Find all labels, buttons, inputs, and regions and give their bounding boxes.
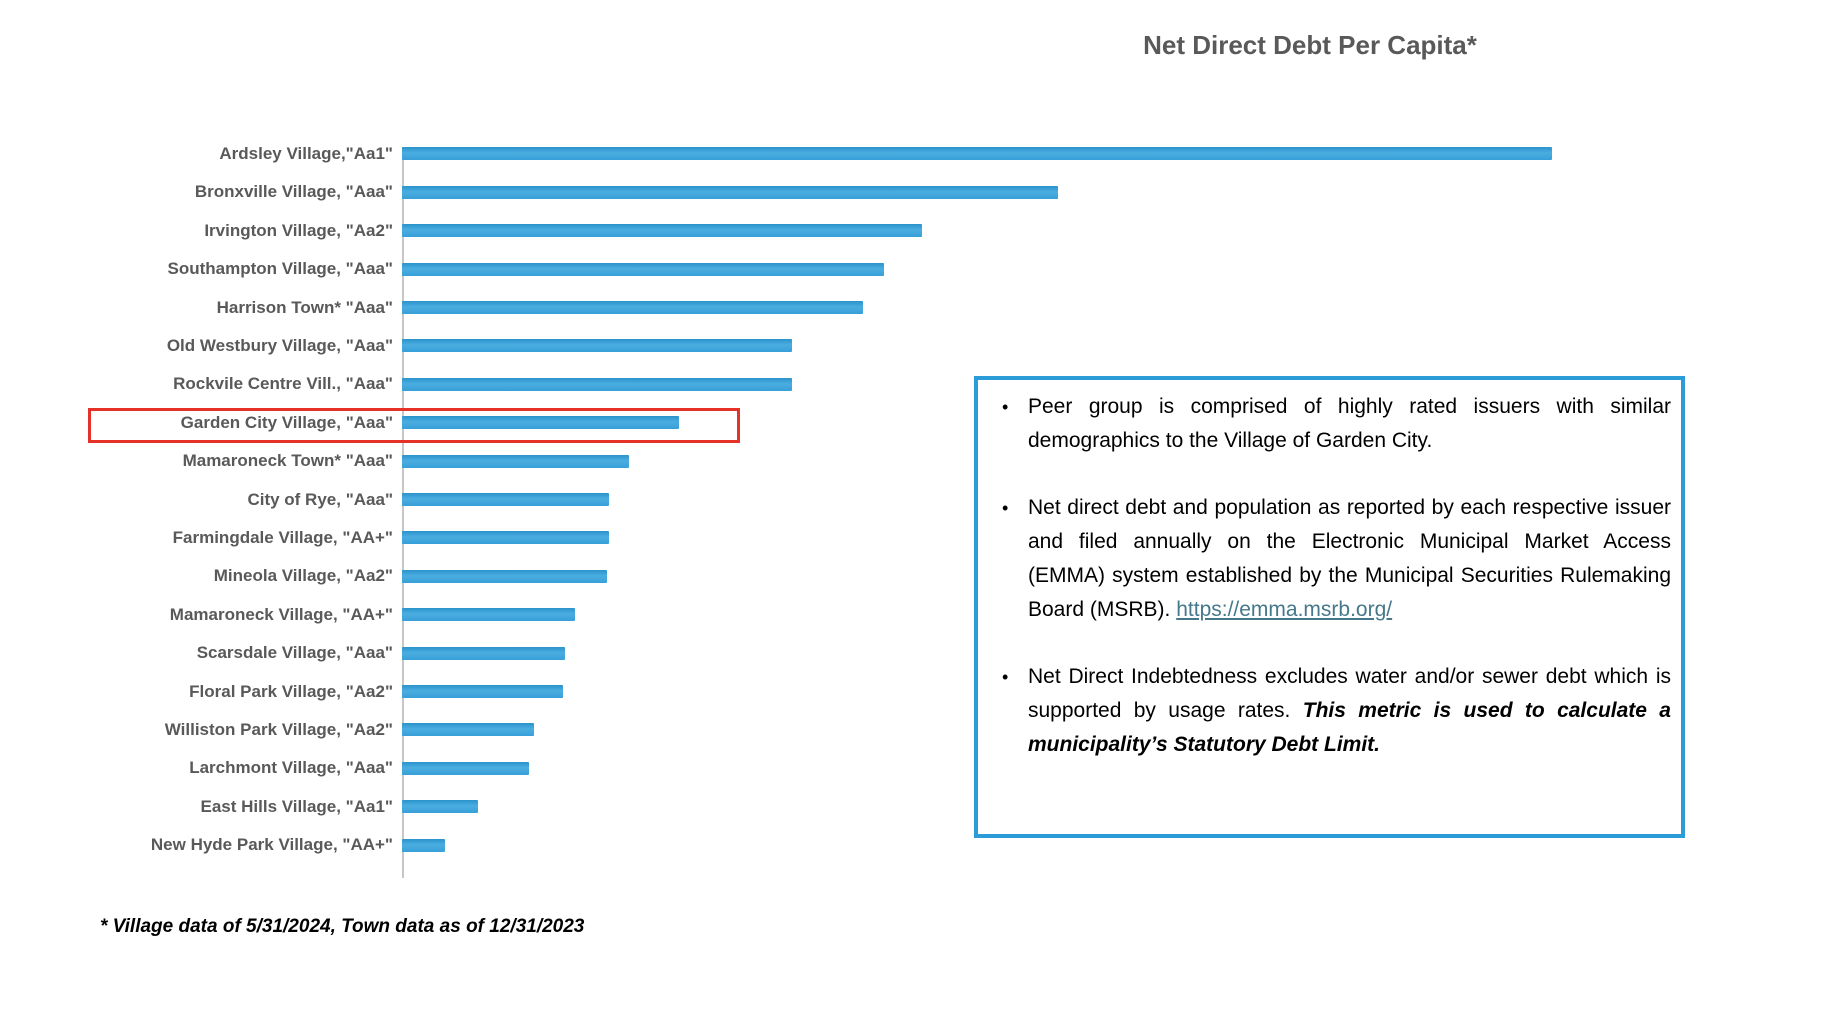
info-bullet-text: Peer group is comprised of highly rated … [1028,395,1671,452]
emma-msrb-link[interactable]: https://emma.msrb.org/ [1176,598,1393,621]
axis-line [402,147,404,878]
bar-row: Harrison Town* "Aaa" [0,288,1836,326]
info-bullet: • Net Direct Indebtedness excludes water… [998,660,1671,762]
bar-row: Williston Park Village, "Aa2" [0,711,1836,749]
bar [402,262,884,276]
bar [402,301,864,315]
bar [402,723,535,737]
bar-row: New Hyde Park Village, "AA+" [0,826,1836,864]
info-bullet: • Peer group is comprised of highly rate… [998,390,1671,458]
category-label: Mamaroneck Town* "Aaa" [182,451,393,471]
bar [402,416,680,430]
info-box: • Peer group is comprised of highly rate… [974,376,1685,838]
bar-row: Rockvile Centre Vill., "Aaa" [0,365,1836,403]
category-label: Larchmont Village, "Aaa" [189,758,393,778]
bullet-icon: • [1002,667,1009,687]
category-label: Scarsdale Village, "Aaa" [196,643,393,663]
bar [402,185,1058,199]
info-bullet-list: • Peer group is comprised of highly rate… [998,390,1671,762]
bar [402,147,1552,161]
bar [402,224,922,238]
bar-row: City of Rye, "Aaa" [0,480,1836,518]
bullet-icon: • [1002,397,1009,417]
bar [402,685,563,699]
bar [402,800,478,814]
category-label: Southampton Village, "Aaa" [167,259,393,279]
category-label: Irvington Village, "Aa2" [204,220,393,240]
bar [402,608,575,622]
bar-row: Old Westbury Village, "Aaa" [0,327,1836,365]
bar [402,339,792,353]
info-bullet-text: Net Direct Indebtedness excludes water a… [1028,665,1671,722]
bar-row: Farmingdale Village, "AA+" [0,519,1836,557]
footnote: * Village data of 5/31/2024, Town data a… [100,916,585,937]
bar-row: Mamaroneck Village, "AA+" [0,596,1836,634]
bar [402,454,629,468]
category-label: Mineola Village, "Aa2" [213,566,393,586]
highlight-box [88,408,740,443]
bullet-icon: • [1002,498,1009,518]
category-label: Old Westbury Village, "Aaa" [166,335,393,355]
bar [402,531,609,545]
info-bullet-emphasis: This metric is used to calculate a munic… [1028,699,1671,756]
bar-row: Floral Park Village, "Aa2" [0,672,1836,710]
bar [402,646,566,660]
bar [402,569,607,583]
category-label: Mamaroneck Village, "AA+" [169,604,393,624]
bar [402,761,529,775]
bar [402,377,792,391]
bar-row: Scarsdale Village, "Aaa" [0,634,1836,672]
category-label: Farmingdale Village, "AA+" [172,527,393,547]
category-label: Harrison Town* "Aaa" [216,297,393,317]
bar-row: Ardsley Village,"Aa1" [0,135,1836,173]
bar-row: Irvington Village, "Aa2" [0,212,1836,250]
category-label: City of Rye, "Aaa" [247,489,393,509]
category-label: Rockvile Centre Vill., "Aaa" [173,374,393,394]
info-bullet-text: Net direct debt and population as report… [1028,496,1671,621]
bar-row: Larchmont Village, "Aaa" [0,749,1836,787]
bar-row: East Hills Village, "Aa1" [0,788,1836,826]
info-bullet: • Net direct debt and population as repo… [998,491,1671,627]
category-label: Ardsley Village,"Aa1" [219,143,393,163]
category-label: Garden City Village, "Aaa" [180,412,393,432]
bar-row: Bronxville Village, "Aaa" [0,173,1836,211]
bar [402,838,445,852]
chart-title: Net Direct Debt Per Capita* [1143,30,1477,60]
bar-row: Southampton Village, "Aaa" [0,250,1836,288]
bar-row: Mamaroneck Town* "Aaa" [0,442,1836,480]
bar-row: Mineola Village, "Aa2" [0,557,1836,595]
category-label: East Hills Village, "Aa1" [200,796,393,816]
category-label: New Hyde Park Village, "AA+" [150,835,393,855]
bar [402,493,609,507]
category-label: Bronxville Village, "Aaa" [194,182,393,202]
bar-row: Garden City Village, "Aaa" [0,404,1836,442]
category-label: Williston Park Village, "Aa2" [164,719,393,739]
category-label: Floral Park Village, "Aa2" [189,681,393,701]
